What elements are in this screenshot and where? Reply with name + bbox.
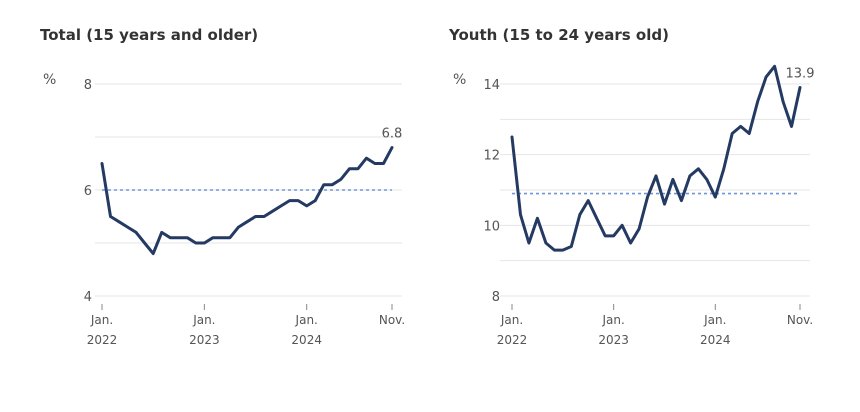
- line-chart-total: % 4 6 8 Jan. 2022 Jan. 2023 Jan. 2024 Nov. 6.8: [43, 72, 405, 347]
- data-line: [510, 64, 802, 252]
- y-tick-label: 10: [483, 219, 500, 234]
- y-unit-label: %: [43, 72, 56, 88]
- y-unit-label: %: [453, 72, 466, 88]
- y-tick-label: 8: [84, 78, 92, 93]
- chart-title-total: Total (15 years and older): [40, 26, 259, 44]
- x-tick-label: Jan.: [295, 313, 318, 327]
- x-tick-year-label: 2022: [87, 333, 118, 347]
- y-tick-label: 14: [483, 78, 500, 93]
- data-line: [100, 146, 394, 256]
- chart-title-youth: Youth (15 to 24 years old): [449, 26, 669, 44]
- x-tick-label: Jan.: [601, 313, 624, 327]
- y-tick-label: 6: [84, 184, 92, 199]
- x-tick-label: Jan.: [703, 313, 726, 327]
- x-tick-label: Jan.: [90, 313, 113, 327]
- end-value-label: 6.8: [382, 127, 403, 142]
- x-tick-label: Nov.: [379, 313, 405, 327]
- x-tick-label: Jan.: [500, 313, 523, 327]
- x-tick-year-label: 2023: [189, 333, 220, 347]
- y-tick-label: 8: [492, 290, 500, 305]
- x-tick-label: Jan.: [192, 313, 215, 327]
- x-tick-label: Nov.: [787, 313, 813, 327]
- y-tick-label: 4: [84, 290, 92, 305]
- line-chart-youth: % 8 10 12 14 Jan. 2022 Jan. 2023 Jan. 2024 Nov. 13.9: [453, 64, 815, 347]
- x-tick-year-label: 2024: [700, 333, 731, 347]
- x-tick-year-label: 2023: [598, 333, 629, 347]
- end-value-label: 13.9: [786, 67, 815, 82]
- x-tick-year-label: 2024: [291, 333, 322, 347]
- y-tick-label: 12: [483, 149, 500, 164]
- x-tick-year-label: 2022: [497, 333, 528, 347]
